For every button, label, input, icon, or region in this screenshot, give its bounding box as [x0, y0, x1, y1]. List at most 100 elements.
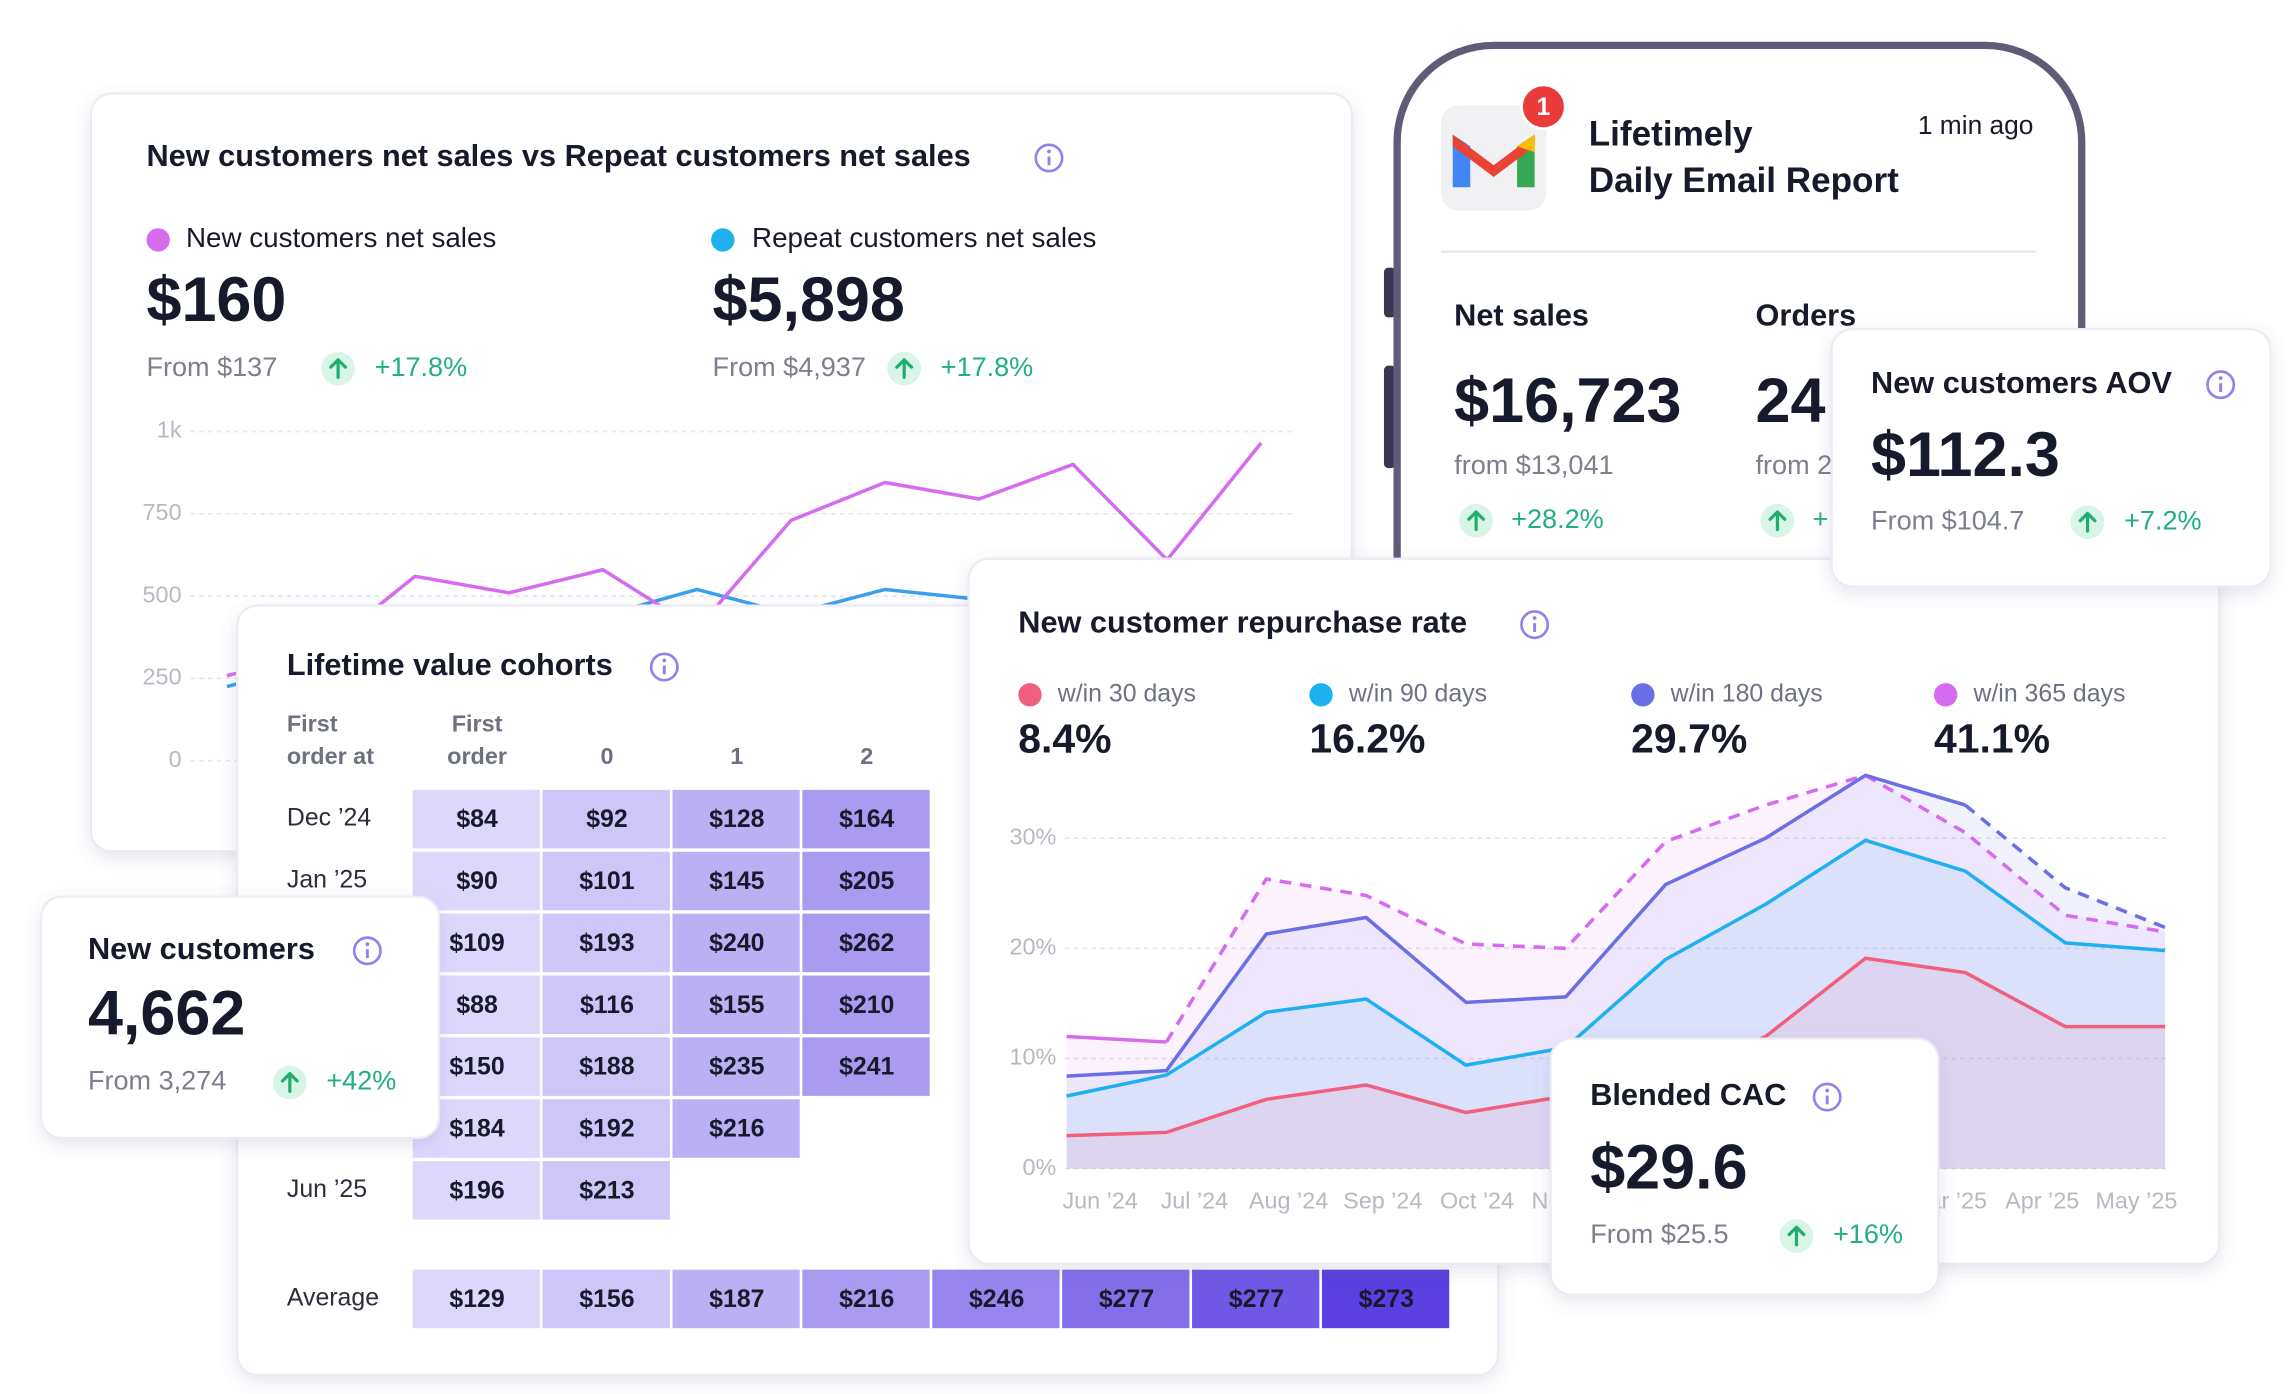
- info-ring: [1520, 610, 1550, 640]
- legend-dot: [146, 228, 170, 252]
- legend-dot: [1018, 683, 1042, 707]
- cell: [802, 789, 930, 849]
- column-header: First: [452, 711, 503, 737]
- cell-value: $184: [449, 1115, 504, 1143]
- cell: [672, 789, 800, 849]
- cell-value: $277: [1099, 1285, 1154, 1313]
- cell-value: $88: [456, 991, 498, 1019]
- y-tick-label: 250: [143, 664, 182, 690]
- legend-value: 8.4%: [1018, 715, 1111, 761]
- y-tick-label: 0%: [1022, 1154, 1056, 1180]
- cell: [672, 851, 800, 911]
- line: [1964, 803, 2166, 930]
- info-dot: [1047, 149, 1051, 154]
- change-icon: [2070, 505, 2105, 540]
- card-title: New customers net sales vs Repeat custom…: [146, 138, 970, 173]
- badge: [1520, 83, 1567, 131]
- y-tick-label: 0: [169, 746, 182, 772]
- cell-value: $210: [839, 991, 894, 1019]
- row-label: Jan ’25: [287, 866, 367, 894]
- info-dot: [2218, 376, 2223, 381]
- cell-value: $155: [709, 991, 764, 1019]
- cac-card: [1549, 1037, 1940, 1296]
- change-icon: [1779, 1219, 1814, 1253]
- cell: [672, 1037, 800, 1096]
- legend-label: Repeat customers net sales: [752, 222, 1096, 253]
- info-ring: [649, 652, 679, 682]
- cell: [802, 851, 930, 911]
- canvas: New customers net sales vs Repeat custom…: [40, 41, 2272, 1377]
- cell-value: $128: [709, 805, 764, 833]
- change-icon: [321, 351, 355, 386]
- phone-button: [1383, 267, 1396, 318]
- x-tick-label: Sep ’24: [1343, 1188, 1422, 1214]
- cell-value: $193: [579, 929, 634, 957]
- column-header: 0: [600, 743, 613, 769]
- cell: [1321, 1269, 1450, 1329]
- change-arrow: [1787, 1225, 1806, 1247]
- x-tick-label: May ’25: [2095, 1188, 2177, 1214]
- line: [1066, 838, 2166, 1098]
- kpi-change: +17.8%: [941, 352, 1034, 382]
- y-tick-label: 1k: [157, 417, 182, 443]
- info-icon[interactable]: [1812, 1082, 1842, 1112]
- kpi-change: +7.2%: [2124, 505, 2201, 535]
- info-icon[interactable]: [2206, 370, 2236, 400]
- cell: [542, 789, 670, 849]
- row-label: Average: [287, 1283, 379, 1311]
- change-icon: [1459, 503, 1493, 538]
- subject: Daily Email Report: [1589, 161, 1899, 200]
- metric-label: Orders: [1756, 298, 1857, 333]
- change-arrow: [895, 358, 914, 379]
- cell: [1062, 1269, 1190, 1329]
- change-arrow: [280, 1072, 299, 1093]
- gmail-m: [1452, 134, 1535, 177]
- row-label: Jun ’25: [287, 1175, 367, 1203]
- cell: [542, 851, 670, 911]
- cell: [802, 975, 930, 1035]
- info-icon[interactable]: [1034, 143, 1064, 173]
- legend-value: 41.1%: [1934, 715, 2050, 761]
- info-icon[interactable]: [649, 652, 679, 682]
- cell-value: $205: [839, 867, 894, 895]
- kpi-value: $160: [146, 265, 286, 335]
- cell-value: $277: [1229, 1285, 1284, 1313]
- y-tick-label: 10%: [1009, 1044, 1056, 1070]
- cell-value: $192: [579, 1115, 634, 1143]
- cell-value: $188: [579, 1053, 634, 1081]
- column-header: 2: [860, 743, 873, 769]
- cell-value: $116: [580, 991, 634, 1019]
- kpi-change: +17.8%: [375, 352, 468, 382]
- cell-value: $240: [709, 929, 764, 957]
- cell: [932, 1269, 1060, 1329]
- cell-value: $216: [709, 1115, 764, 1143]
- cell: [802, 1037, 930, 1096]
- info-icon[interactable]: [1520, 610, 1550, 640]
- info-dot: [662, 658, 667, 663]
- legend-dot: [711, 228, 735, 252]
- card-title: New customer repurchase rate: [1018, 605, 1467, 640]
- card-title: Blended CAC: [1590, 1077, 1786, 1112]
- legend-label: w/in 30 days: [1057, 679, 1196, 707]
- card-title: Lifetime value cohorts: [287, 647, 613, 682]
- metric-label: Net sales: [1454, 298, 1589, 333]
- metric-from: from $13,041: [1454, 450, 1613, 480]
- legend-dot: [1309, 683, 1333, 707]
- info-ring: [352, 936, 382, 966]
- cell-value: $246: [969, 1285, 1024, 1313]
- info-icon[interactable]: [352, 936, 382, 966]
- cell: [542, 1099, 670, 1158]
- kpi-from: From $104.7: [1871, 505, 2024, 535]
- cell-value: $262: [839, 929, 894, 957]
- kpi-from: From $137: [146, 352, 277, 382]
- cell-value: $241: [839, 1053, 894, 1081]
- x-tick-label: Oct ’24: [1440, 1188, 1514, 1214]
- cell: [542, 975, 670, 1035]
- time: 1 min ago: [1918, 110, 2034, 140]
- info-dot: [1825, 1088, 1830, 1093]
- cell: [412, 851, 540, 911]
- cell: [412, 1161, 540, 1220]
- cell: [672, 975, 800, 1035]
- kpi-value: 4,662: [88, 979, 245, 1049]
- line: [1066, 1034, 1167, 1044]
